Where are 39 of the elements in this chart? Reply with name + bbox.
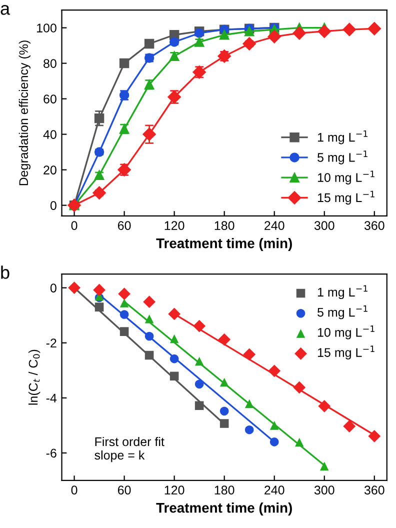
- x-tick-label: 60: [118, 486, 131, 495]
- legend-label: 15 mg L$^{−1}$: [318, 346, 374, 360]
- x-tick-label: 240: [264, 221, 284, 230]
- y-tick-label: 60: [44, 94, 56, 104]
- x-tick-label: 0: [71, 486, 78, 495]
- y-axis-title: ln(C$_{t}$ / C$_{0}$): [28, 350, 40, 405]
- x-tick-label: 180: [214, 221, 234, 230]
- x-tick-label: 60: [118, 221, 131, 230]
- x-tick-label: 300: [314, 486, 334, 495]
- y-tick-label: 20: [44, 166, 56, 174]
- chart-title: b: [1, 266, 10, 279]
- y-tick-label: 0: [50, 201, 56, 210]
- y-tick-label: -4: [46, 394, 57, 402]
- x-tick-label: 120: [164, 221, 184, 230]
- legend-label: 15 mg L$^{−1}$: [318, 190, 374, 205]
- x-tick-label: 360: [364, 221, 384, 230]
- x-tick-label: 120: [164, 486, 184, 495]
- x-tick-label: 180: [214, 486, 234, 495]
- legend-label: 5 mg L$^{−1}$: [318, 150, 368, 164]
- y-tick-label: 40: [43, 130, 56, 139]
- x-axis-title: Treatment time (min): [156, 502, 292, 516]
- x-tick-label: 300: [314, 221, 334, 230]
- y-tick-label: 100: [37, 24, 56, 32]
- chart-title: a: [0, 4, 10, 15]
- y-axis-title: Degradation efficiency (%): [18, 40, 31, 186]
- legend-label: 5 mg L$^{−1}$: [318, 305, 368, 320]
- legend-label: 1 mg L$^{−1}$: [318, 285, 368, 300]
- x-tick-label: 360: [364, 486, 384, 495]
- legend-label: 10 mg L$^{−1}$: [318, 326, 374, 340]
- x-axis-title: Treatment time (min): [156, 238, 292, 251]
- y-tick-label: 0: [50, 284, 56, 292]
- x-tick-label: 240: [264, 486, 284, 495]
- x-tick-label: 0: [71, 221, 78, 230]
- annotation: First order fit slope = k: [94, 436, 164, 462]
- legend-label: 1 mg L$^{−1}$: [318, 130, 368, 144]
- y-tick-label: 80: [44, 59, 56, 68]
- legend-label: 10 mg L$^{−1}$: [318, 170, 374, 184]
- y-tick-label: -2: [46, 338, 56, 348]
- y-tick-label: -6: [46, 448, 56, 458]
